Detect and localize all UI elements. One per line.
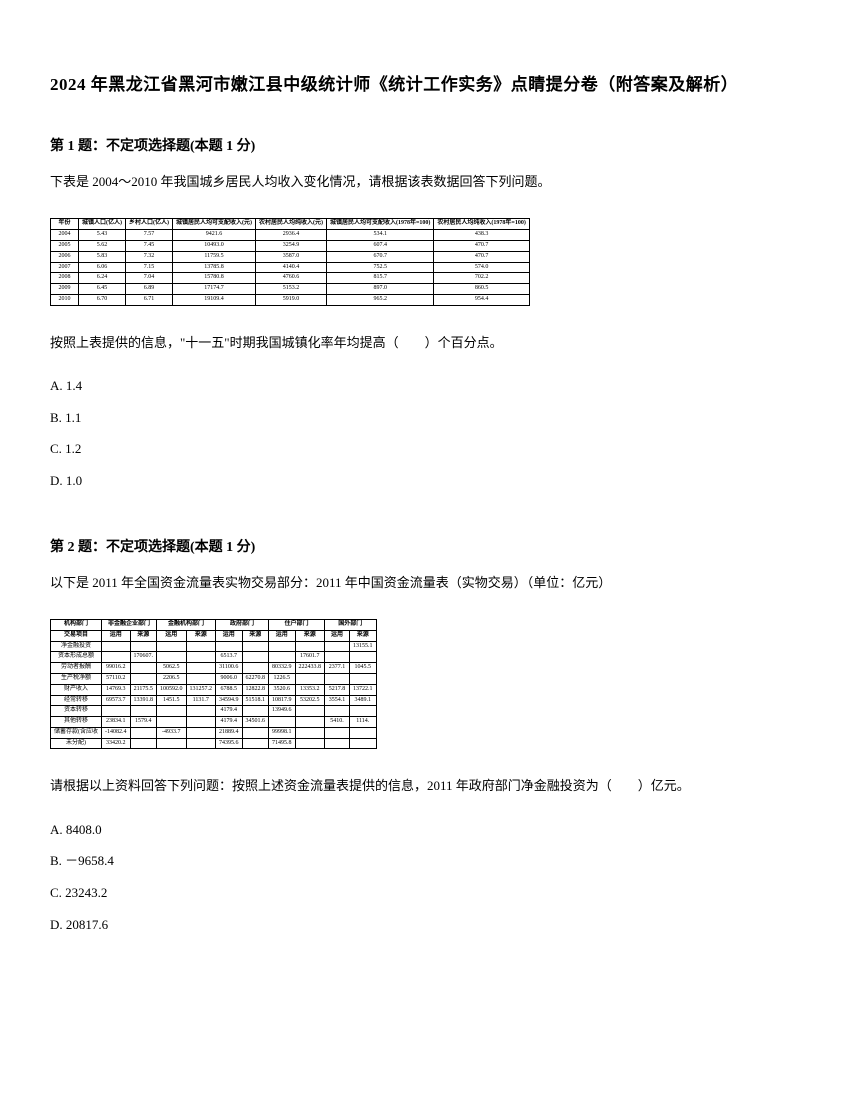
table-row: 劳动者报酬99016.25062.531100.680332.9222433.8… — [51, 663, 377, 674]
table-row: 20065.837.3211759.53587.0670.7470.7 — [51, 251, 530, 262]
table-row: 其他转移23834.11579.44179.434501.65410.1114. — [51, 717, 377, 728]
option-a: A. 8408.0 — [50, 816, 800, 845]
th: 乡村人口(亿人) — [126, 219, 173, 230]
table-row: 财产收入14769.321175.5100592.0131257.26788.5… — [51, 684, 377, 695]
option-a: A. 1.4 — [50, 372, 800, 401]
th: 城镇居民人均可支配收入(元) — [173, 219, 256, 230]
table-row: 20076.067.1513785.84140.4752.5574.0 — [51, 262, 530, 273]
table-row: 资本形成总额170607.6513.717601.7 — [51, 652, 377, 663]
question-1: 第 1 题：不定项选择题(本题 1 分) 下表是 2004～2010 年我国城乡… — [50, 135, 800, 496]
q1-header: 第 1 题：不定项选择题(本题 1 分) — [50, 135, 800, 155]
table-row: 20045.437.579421.62936.4534.1438.3 — [51, 230, 530, 241]
q2-options: A. 8408.0 B. －9658.4 C. 23243.2 D. 20817… — [50, 816, 800, 939]
table-subheader-row: 交易项目 运用 来源 运用 来源 运用 来源 运用 来源 运用 来源 — [51, 630, 377, 641]
q1-table: 年份 城镇人口(亿人) 乡村人口(亿人) 城镇居民人均可支配收入(元) 农村居民… — [50, 218, 530, 305]
th: 城镇居民人均可支配收入(1978年=100) — [327, 219, 434, 230]
table-header-row: 机构部门 非金融企业部门 金融机构部门 政府部门 住户部门 国外部门 — [51, 619, 377, 630]
th: 年份 — [51, 219, 79, 230]
q2-text: 以下是 2011 年全国资金流量表实物交易部分：2011 年中国资金流量表（实物… — [50, 571, 800, 594]
table-row: 20086.247.0415780.84760.6815.7702.2 — [51, 273, 530, 284]
option-b: B. －9658.4 — [50, 847, 800, 876]
table-row: 经常转移69573.713391.81451.51131.734594.9515… — [51, 695, 377, 706]
q1-table-container: 年份 城镇人口(亿人) 乡村人口(亿人) 城镇居民人均可支配收入(元) 农村居民… — [50, 218, 800, 305]
table-row: 储蓄存款(含应收-14082.4-4933.721889.499998.1 — [51, 727, 377, 738]
table-row: 20096.456.8917174.75153.2897.0860.5 — [51, 284, 530, 295]
q2-header: 第 2 题：不定项选择题(本题 1 分) — [50, 536, 800, 556]
option-b: B. 1.1 — [50, 404, 800, 433]
q1-options: A. 1.4 B. 1.1 C. 1.2 D. 1.0 — [50, 372, 800, 495]
document-title: 2024 年黑龙江省黑河市嫩江县中级统计师《统计工作实务》点睛提分卷（附答案及解… — [50, 70, 800, 95]
table-header-row: 年份 城镇人口(亿人) 乡村人口(亿人) 城镇居民人均可支配收入(元) 农村居民… — [51, 219, 530, 230]
table-row: 净金融投资13155.1 — [51, 641, 377, 652]
q1-subtext: 按照上表提供的信息，"十一五"时期我国城镇化率年均提高（ ）个百分点。 — [50, 331, 800, 354]
option-d: D. 20817.6 — [50, 911, 800, 940]
q2-table: 机构部门 非金融企业部门 金融机构部门 政府部门 住户部门 国外部门 交易项目 … — [50, 619, 377, 750]
option-c: C. 23243.2 — [50, 879, 800, 908]
table-row: 生产税净额57110.22206.59006.062270.81226.5 — [51, 673, 377, 684]
option-d: D. 1.0 — [50, 467, 800, 496]
table-row: 未分配)33420.274395.671495.8 — [51, 738, 377, 749]
table-row: 20106.706.7119109.45919.0965.2954.4 — [51, 294, 530, 305]
option-c: C. 1.2 — [50, 435, 800, 464]
th: 农村居民人均纯收入(1978年=100) — [434, 219, 529, 230]
question-2: 第 2 题：不定项选择题(本题 1 分) 以下是 2011 年全国资金流量表实物… — [50, 536, 800, 940]
q2-subtext: 请根据以上资料回答下列问题：按照上述资金流量表提供的信息，2011 年政府部门净… — [50, 774, 800, 797]
table-row: 资本转移4179.413949.6 — [51, 706, 377, 717]
q2-table-container: 机构部门 非金融企业部门 金融机构部门 政府部门 住户部门 国外部门 交易项目 … — [50, 619, 800, 750]
th: 农村居民人均纯收入(元) — [256, 219, 327, 230]
q1-text: 下表是 2004～2010 年我国城乡居民人均收入变化情况，请根据该表数据回答下… — [50, 170, 800, 193]
th: 城镇人口(亿人) — [79, 219, 126, 230]
table-row: 20055.627.4510493.03254.9607.4470.7 — [51, 240, 530, 251]
